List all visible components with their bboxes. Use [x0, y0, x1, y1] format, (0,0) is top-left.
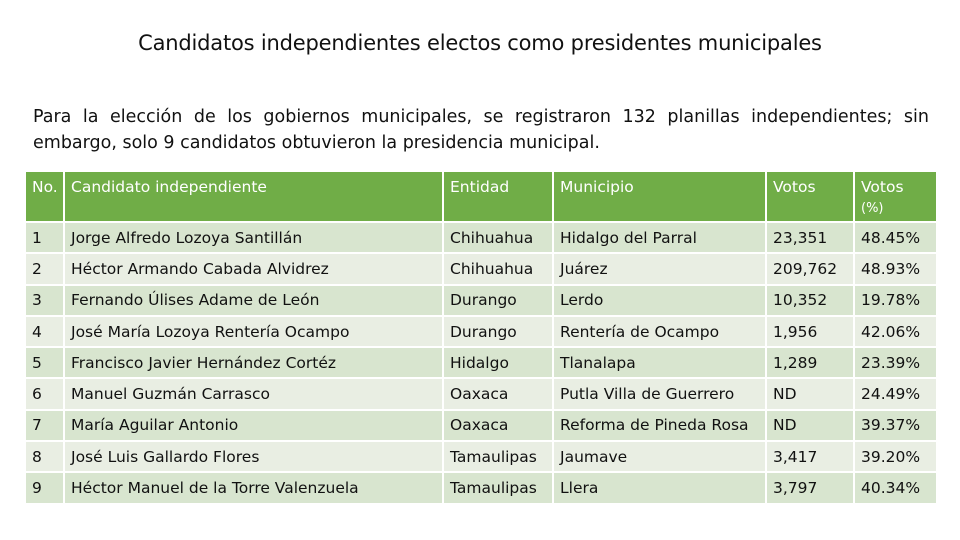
cell-no: 3 — [26, 285, 63, 315]
table-row: 8 José Luis Gallardo Flores Tamaulipas J… — [26, 442, 936, 472]
header-votos-pct-unit: (%) — [861, 201, 884, 216]
cell-candidato: José María Lozoya Rentería Ocampo — [65, 316, 442, 347]
cell-municipio: Rentería de Ocampo — [554, 316, 765, 347]
cell-candidato: Jorge Alfredo Lozoya Santillán — [65, 223, 442, 253]
cell-municipio: Juárez — [554, 254, 765, 284]
cell-votos: ND — [767, 410, 853, 441]
cell-entidad: Tamaulipas — [444, 473, 552, 503]
cell-entidad: Oaxaca — [444, 410, 552, 441]
cell-candidato: Fernando Úlises Adame de León — [65, 285, 442, 315]
cell-municipio: Tlanalapa — [554, 348, 765, 378]
cell-votos: ND — [767, 379, 853, 409]
cell-no: 9 — [26, 473, 63, 503]
cell-municipio: Hidalgo del Parral — [554, 223, 765, 253]
cell-votos: 209,762 — [767, 254, 853, 284]
cell-votos: 23,351 — [767, 223, 853, 253]
cell-entidad: Tamaulipas — [444, 442, 552, 472]
cell-municipio: Putla Villa de Guerrero — [554, 379, 765, 409]
cell-votos: 1,956 — [767, 316, 853, 347]
cell-entidad: Chihuahua — [444, 223, 552, 253]
table-row: 6 Manuel Guzmán Carrasco Oaxaca Putla Vi… — [26, 379, 936, 409]
header-votos-pct: Votos (%) — [855, 172, 936, 221]
cell-candidato: Héctor Manuel de la Torre Valenzuela — [65, 473, 442, 503]
cell-no: 4 — [26, 316, 63, 347]
header-entidad: Entidad — [444, 172, 552, 221]
cell-pct: 48.93% — [855, 254, 936, 284]
table-row: 9 Héctor Manuel de la Torre Valenzuela T… — [26, 473, 936, 503]
cell-municipio: Llera — [554, 473, 765, 503]
cell-candidato: Francisco Javier Hernández Cortéz — [65, 348, 442, 378]
cell-entidad: Durango — [444, 285, 552, 315]
cell-municipio: Lerdo — [554, 285, 765, 315]
cell-votos: 3,417 — [767, 442, 853, 472]
header-votos-pct-label: Votos — [861, 178, 904, 196]
cell-entidad: Oaxaca — [444, 379, 552, 409]
cell-pct: 42.06% — [855, 316, 936, 347]
cell-entidad: Hidalgo — [444, 348, 552, 378]
cell-candidato: Héctor Armando Cabada Alvidrez — [65, 254, 442, 284]
cell-votos: 10,352 — [767, 285, 853, 315]
cell-no: 8 — [26, 442, 63, 472]
cell-pct: 39.37% — [855, 410, 936, 441]
cell-votos: 3,797 — [767, 473, 853, 503]
header-votos: Votos — [767, 172, 853, 221]
cell-no: 6 — [26, 379, 63, 409]
cell-municipio: Jaumave — [554, 442, 765, 472]
cell-votos: 1,289 — [767, 348, 853, 378]
cell-candidato: María Aguilar Antonio — [65, 410, 442, 441]
header-no: No. — [26, 172, 63, 221]
cell-pct: 40.34% — [855, 473, 936, 503]
cell-pct: 24.49% — [855, 379, 936, 409]
cell-entidad: Chihuahua — [444, 254, 552, 284]
cell-no: 5 — [26, 348, 63, 378]
cell-no: 2 — [26, 254, 63, 284]
cell-candidato: Manuel Guzmán Carrasco — [65, 379, 442, 409]
intro-paragraph: Para la elección de los gobiernos munici… — [33, 107, 929, 153]
cell-entidad: Durango — [444, 316, 552, 347]
table-row: 5 Francisco Javier Hernández Cortéz Hida… — [26, 348, 936, 378]
table-row: 3 Fernando Úlises Adame de León Durango … — [26, 285, 936, 315]
cell-pct: 19.78% — [855, 285, 936, 315]
candidates-table: No. Candidato independiente Entidad Muni… — [24, 170, 938, 505]
table-header-row: No. Candidato independiente Entidad Muni… — [26, 172, 936, 221]
table-row: 2 Héctor Armando Cabada Alvidrez Chihuah… — [26, 254, 936, 284]
header-candidato: Candidato independiente — [65, 172, 442, 221]
cell-pct: 23.39% — [855, 348, 936, 378]
cell-pct: 39.20% — [855, 442, 936, 472]
cell-no: 7 — [26, 410, 63, 441]
cell-no: 1 — [26, 223, 63, 253]
table-row: 4 José María Lozoya Rentería Ocampo Dura… — [26, 316, 936, 347]
header-municipio: Municipio — [554, 172, 765, 221]
cell-candidato: José Luis Gallardo Flores — [65, 442, 442, 472]
table-row: 7 María Aguilar Antonio Oaxaca Reforma d… — [26, 410, 936, 441]
table-row: 1 Jorge Alfredo Lozoya Santillán Chihuah… — [26, 223, 936, 253]
cell-pct: 48.45% — [855, 223, 936, 253]
slide-title: Candidatos independientes electos como p… — [138, 31, 822, 55]
cell-municipio: Reforma de Pineda Rosa — [554, 410, 765, 441]
